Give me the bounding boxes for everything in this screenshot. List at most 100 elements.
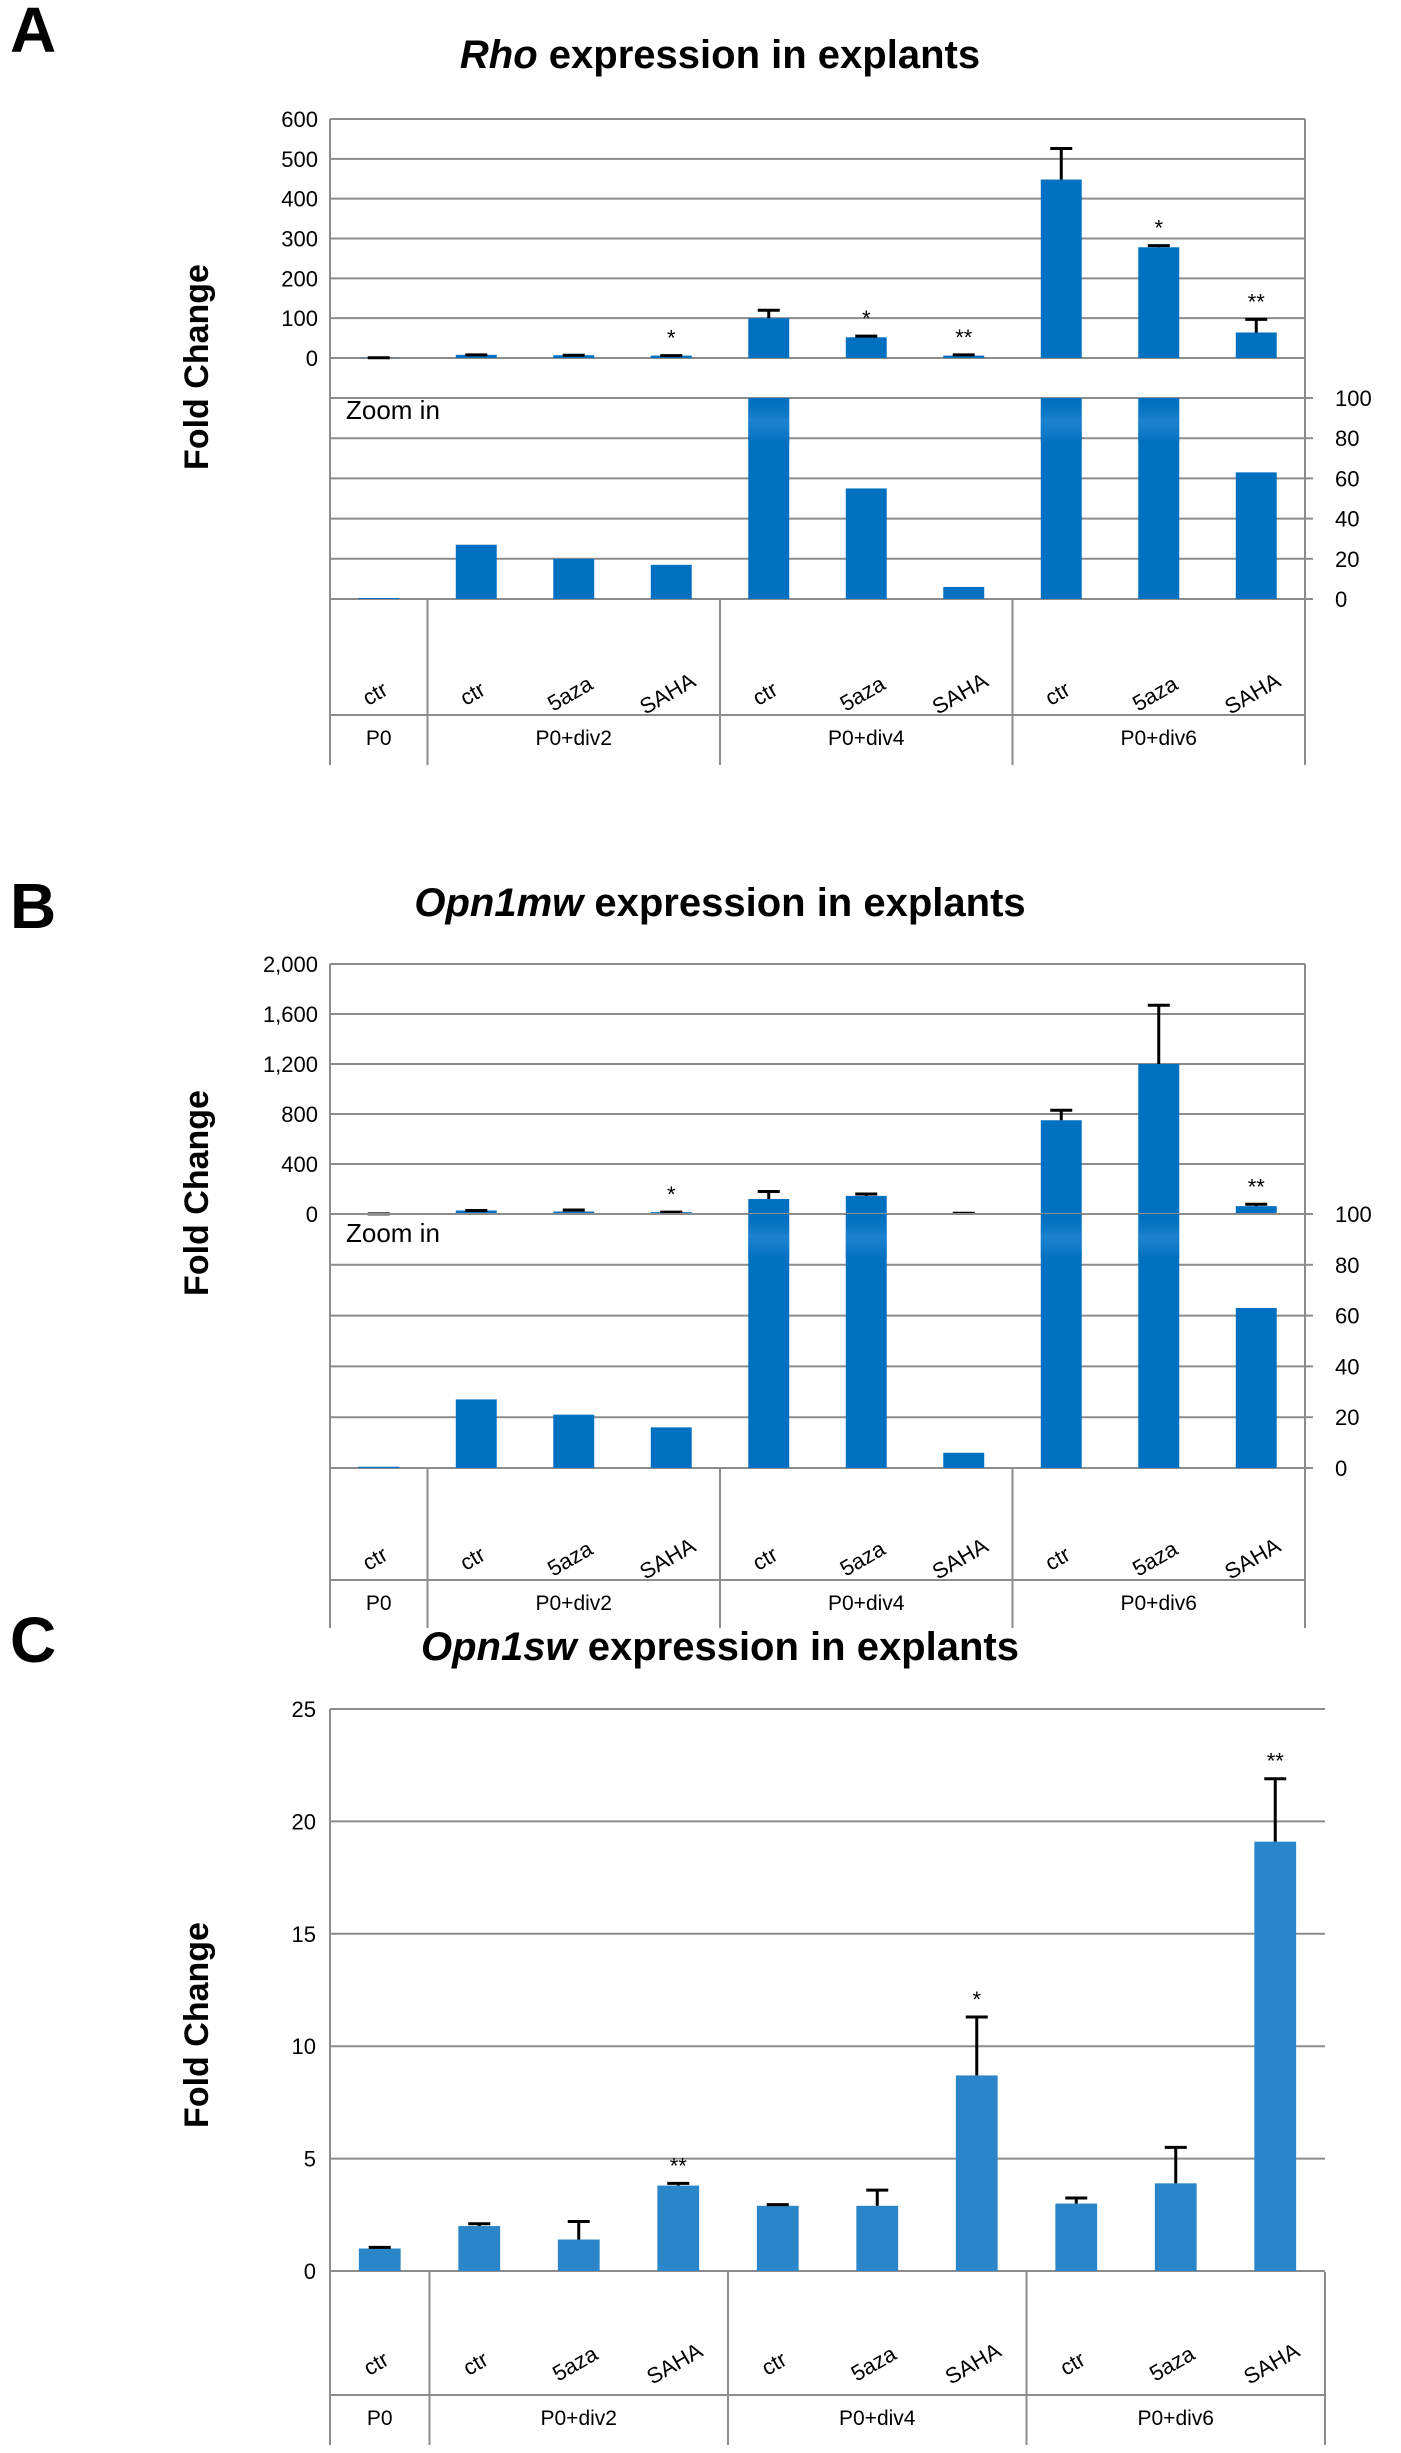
title-gene-c: Opn1sw: [421, 1625, 579, 1669]
title-gene-b: Opn1mw: [414, 881, 586, 925]
category-label-a: ctr: [358, 677, 392, 711]
bar-c: [1254, 1841, 1297, 2271]
bar-c: [657, 2185, 700, 2271]
chart-panel-a: 0100200300400500600*******020406080100ct…: [281, 107, 1372, 765]
zoom-tick-label-b: 20: [1335, 1405, 1359, 1430]
zoom-tick-label-b: 40: [1335, 1354, 1359, 1379]
bar-b-zoom: [650, 1427, 692, 1468]
group-label-c: P0+div2: [541, 2407, 617, 2430]
bar-a-zoom: [358, 597, 400, 599]
bar-a-zoom: [650, 564, 692, 599]
y-tick-label-c: 5: [304, 2147, 316, 2172]
title-rest-b: expression in explants: [583, 881, 1025, 925]
category-label-a: 5aza: [836, 670, 890, 716]
category-label-c: SAHA: [642, 2338, 707, 2390]
significance-a-main: *: [667, 326, 676, 351]
bar-b-zoom: [943, 1452, 985, 1468]
group-label-c: P0: [367, 2407, 393, 2430]
bar-b-main: [1138, 1064, 1180, 1214]
y-tick-label-b: 1,600: [263, 1002, 318, 1027]
bar-c: [856, 2205, 899, 2271]
bar-b-zoom: [455, 1399, 497, 1468]
zoom-tick-label-b: 100: [1335, 1202, 1372, 1227]
category-label-c: 5aza: [847, 2340, 901, 2386]
significance-c: *: [972, 1987, 981, 2012]
significance-a-main: *: [862, 306, 871, 331]
title-rest-c: expression in explants: [577, 1625, 1019, 1669]
y-tick-label-c: 25: [292, 1697, 316, 1722]
category-label-a: SAHA: [928, 668, 993, 720]
category-label-a: SAHA: [635, 668, 700, 720]
significance-c: **: [1267, 1749, 1285, 1774]
category-label-b: ctr: [1041, 1542, 1075, 1576]
panel-letter-c: C: [10, 1604, 56, 1676]
bar-a-main: [943, 355, 985, 358]
category-label-b: 5aza: [1128, 1535, 1182, 1581]
category-label-c: SAHA: [941, 2338, 1006, 2390]
y-axis-label-a: Fold Change: [178, 264, 216, 470]
bar-a-zoom: [845, 488, 887, 599]
bar-a-main: [845, 337, 887, 358]
y-tick-label-c: 10: [292, 2034, 316, 2059]
zoom-tick-label-a: 60: [1335, 466, 1359, 491]
y-axis-label-b: Fold Change: [178, 1090, 216, 1296]
group-label-c: P0+div4: [839, 2407, 916, 2430]
zoom-tick-label-b: 60: [1335, 1304, 1359, 1329]
category-label-b: 5aza: [543, 1535, 597, 1581]
group-label-b: P0+div2: [536, 1592, 612, 1615]
bar-c: [756, 2205, 799, 2271]
zoom-tick-label-b: 0: [1335, 1456, 1347, 1481]
category-label-a: ctr: [1041, 677, 1075, 711]
category-label-b: SAHA: [1220, 1533, 1285, 1585]
chart-title-c: Opn1sw expression in explants: [421, 1625, 1019, 1669]
bar-a-main: [748, 318, 790, 358]
category-label-c: ctr: [459, 2347, 493, 2381]
category-label-c: ctr: [1056, 2347, 1090, 2381]
y-axis-label-c: Fold Change: [178, 1922, 216, 2128]
bar-b-zoom: [358, 1466, 400, 1468]
title-gene-a: Rho: [460, 33, 538, 77]
group-label-a: P0+div6: [1121, 727, 1197, 750]
category-label-c: 5aza: [548, 2340, 602, 2386]
bar-b-main: [1235, 1206, 1277, 1214]
group-label-c: P0+div6: [1138, 2407, 1214, 2430]
y-tick-label-b: 1,200: [263, 1052, 318, 1077]
bar-b-main: [748, 1199, 790, 1214]
group-label-b: P0+div4: [828, 1592, 905, 1615]
bar-c: [358, 2248, 401, 2271]
y-tick-label-c: 0: [304, 2259, 316, 2284]
category-label-b: SAHA: [928, 1533, 993, 1585]
category-label-a: ctr: [456, 677, 490, 711]
y-tick-label-a: 200: [281, 266, 318, 291]
category-label-c: ctr: [359, 2347, 393, 2381]
bar-a-zoom: [1235, 472, 1277, 599]
y-tick-label-b: 400: [281, 1152, 318, 1177]
bar-b-main: [455, 1210, 497, 1214]
zoom-tick-label-a: 100: [1335, 386, 1372, 411]
category-label-b: ctr: [358, 1542, 392, 1576]
significance-a-main: **: [955, 325, 973, 350]
bar-a-main: [1138, 247, 1180, 358]
y-tick-label-b: 800: [281, 1102, 318, 1127]
category-label-b: ctr: [456, 1542, 490, 1576]
significance-b-main: **: [1248, 1174, 1266, 1199]
bar-b-main: [553, 1211, 595, 1214]
significance-c: **: [670, 2153, 688, 2178]
panel-letter-a: A: [10, 0, 56, 66]
category-label-c: SAHA: [1239, 2338, 1304, 2390]
bar-c: [557, 2239, 600, 2271]
category-label-a: 5aza: [543, 670, 597, 716]
y-tick-label-b: 0: [306, 1202, 318, 1227]
bar-a-main: [455, 354, 497, 358]
category-label-b: SAHA: [635, 1533, 700, 1585]
zoom-tick-label-a: 0: [1335, 587, 1347, 612]
bar-a-zoom: [455, 544, 497, 599]
y-tick-label-b: 2,000: [263, 952, 318, 977]
bar-fade-b-zoom: [1138, 1214, 1180, 1258]
y-tick-label-a: 500: [281, 147, 318, 172]
group-label-a: P0+div2: [536, 727, 612, 750]
bar-c: [1055, 2203, 1098, 2271]
